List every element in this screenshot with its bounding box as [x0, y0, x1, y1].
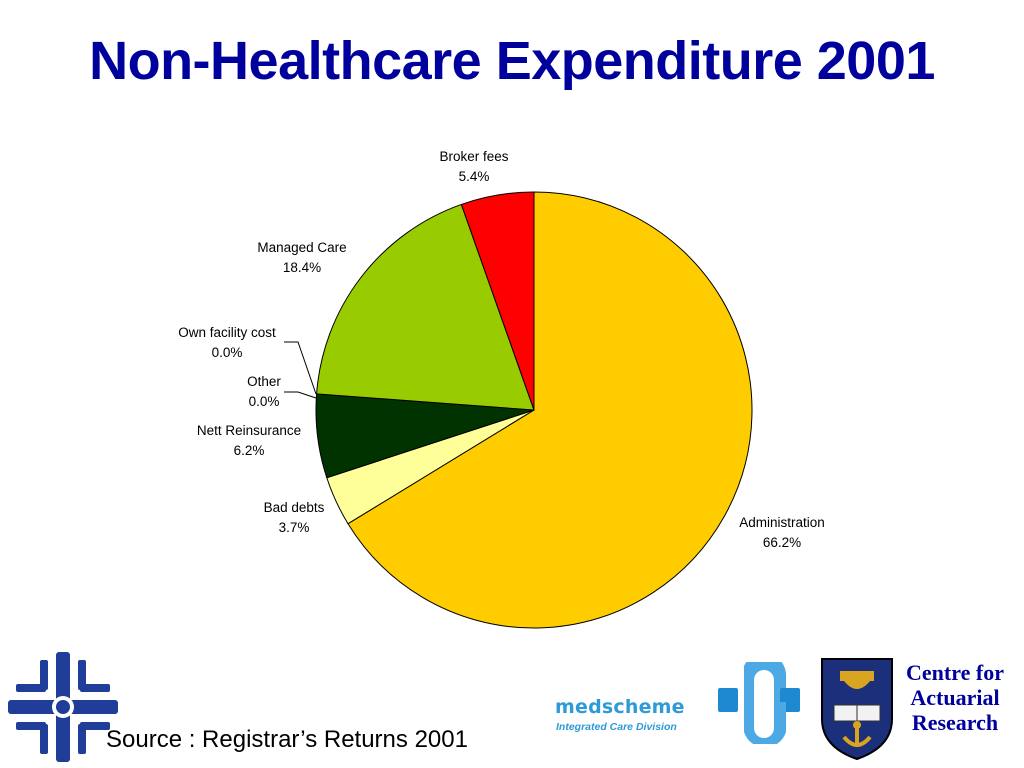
medscheme-tagline: Integrated Care Division — [556, 721, 677, 733]
university-crest-icon — [821, 658, 893, 761]
slice-label-managed-care: Managed Care — [257, 240, 346, 255]
slice-label-nett-reinsurance: Nett Reinsurance — [197, 423, 301, 438]
leader-line-other — [284, 391, 317, 399]
medical-scheme-logo — [8, 652, 118, 762]
pie-slice-administration — [347, 191, 753, 629]
slice-label-bad-debts: Bad debts — [264, 500, 325, 515]
pie-slice-broker-fees — [460, 191, 535, 411]
centre-for-actuarial-research-logo: Centre for Actuarial Research — [900, 660, 1010, 735]
slice-value-broker-fees: 5.4% — [459, 169, 490, 184]
slice-value-other: 0.0% — [249, 394, 280, 409]
slice-value-managed-care: 18.4% — [283, 260, 321, 275]
medscheme-wordmark: medscheme — [555, 696, 685, 718]
slice-value-administration: 66.2% — [763, 535, 801, 550]
car-line-2: Actuarial — [910, 685, 1000, 710]
medscheme-symbol-icon — [718, 662, 800, 744]
pie-slices — [315, 191, 753, 629]
slice-value-bad-debts: 3.7% — [279, 520, 310, 535]
slice-label-other: Other — [247, 374, 281, 389]
leader-line-own-facility-cost — [284, 341, 317, 395]
pie-slice-managed-care — [316, 203, 535, 411]
slice-label-own-facility-cost: Own facility cost — [178, 325, 276, 340]
source-note: Source : Registrar’s Returns 2001 — [106, 726, 468, 753]
slice-value-own-facility-cost: 0.0% — [212, 345, 243, 360]
page-title: Non-Healthcare Expenditure 2001 — [89, 31, 935, 91]
slice-label-broker-fees: Broker fees — [439, 149, 508, 164]
slice-label-administration: Administration — [739, 515, 825, 530]
car-line-3: Research — [911, 710, 999, 735]
slice-value-nett-reinsurance: 6.2% — [234, 443, 265, 458]
car-line-1: Centre for — [906, 660, 1004, 685]
